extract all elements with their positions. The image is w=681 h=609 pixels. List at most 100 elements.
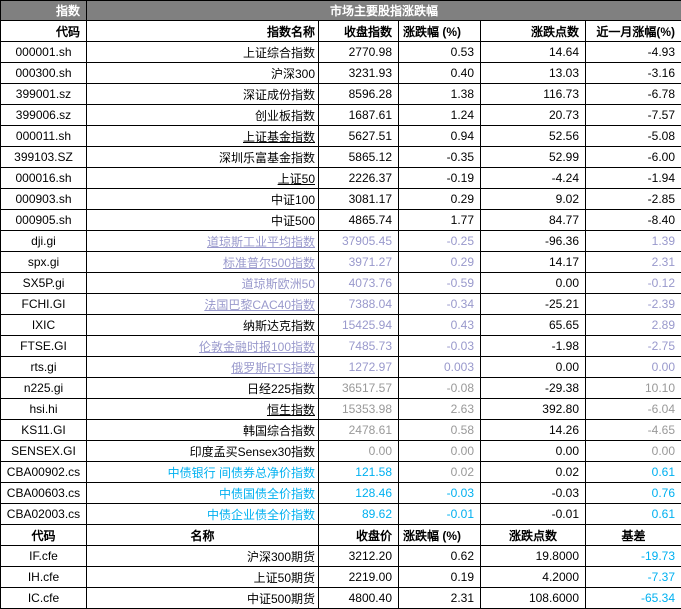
table-title: 市场主要股指涨跌幅 — [87, 1, 681, 21]
futures-col-header-basis: 基差 — [586, 525, 681, 546]
name-cell[interactable]: 上证50 — [87, 168, 319, 189]
change-points-cell: 116.73 — [481, 84, 586, 105]
change-points-cell: 0.00 — [481, 273, 586, 294]
name-cell: 深证成份指数 — [87, 84, 319, 105]
change-points-cell: 14.26 — [481, 420, 586, 441]
close-cell: 4800.40 — [319, 588, 399, 609]
month-pct-cell: -8.40 — [586, 210, 681, 231]
code-cell: n225.gi — [1, 378, 87, 399]
change-pct-cell: -0.35 — [399, 147, 481, 168]
close-cell: 3081.17 — [319, 189, 399, 210]
code-cell: hsi.hi — [1, 399, 87, 420]
month-pct-cell: -2.39 — [586, 294, 681, 315]
code-cell: rts.gi — [1, 357, 87, 378]
change-pct-cell: -0.03 — [399, 336, 481, 357]
change-pct-cell: -0.34 — [399, 294, 481, 315]
name-cell: 沪深300期货 — [87, 546, 319, 567]
change-pct-cell: 0.02 — [399, 462, 481, 483]
code-cell: 000300.sh — [1, 63, 87, 84]
close-cell: 3971.27 — [319, 252, 399, 273]
name-cell: 中证100 — [87, 189, 319, 210]
futures-column-header-row: 代码 名称 收盘价 涨跌幅 (%) 涨跌点数 基差 — [1, 525, 681, 546]
futures-col-header-close: 收盘价 — [319, 525, 399, 546]
close-cell: 15353.98 — [319, 399, 399, 420]
code-cell: IC.cfe — [1, 588, 87, 609]
change-points-cell: 0.00 — [481, 441, 586, 462]
close-cell: 36517.57 — [319, 378, 399, 399]
name-cell[interactable]: 中债企业债全价指数 — [87, 504, 319, 525]
index-column-header-row: 代码 指数名称 收盘指数 涨跌幅 (%) 涨跌点数 近一月涨幅(%) — [1, 21, 681, 42]
name-cell[interactable]: 俄罗斯RTS指数 — [87, 357, 319, 378]
close-cell: 3212.20 — [319, 546, 399, 567]
code-cell: FCHI.GI — [1, 294, 87, 315]
code-cell: CBA02003.cs — [1, 504, 87, 525]
change-points-cell: 392.80 — [481, 399, 586, 420]
change-points-cell: 84.77 — [481, 210, 586, 231]
futures-col-header-code: 代码 — [1, 525, 87, 546]
change-points-cell: 19.8000 — [481, 546, 586, 567]
change-points-cell: 52.56 — [481, 126, 586, 147]
month-pct-cell: 0.00 — [586, 441, 681, 462]
change-pct-cell: -0.59 — [399, 273, 481, 294]
name-cell[interactable]: 上证基金指数 — [87, 126, 319, 147]
futures-header-section: 代码 名称 收盘价 涨跌幅 (%) 涨跌点数 基差 — [1, 525, 681, 546]
month-pct-cell: 2.89 — [586, 315, 681, 336]
change-points-cell: 4.2000 — [481, 567, 586, 588]
month-pct-cell: -2.75 — [586, 336, 681, 357]
change-pct-cell: 0.29 — [399, 252, 481, 273]
corner-label: 指数 — [1, 1, 87, 21]
close-cell: 2219.00 — [319, 567, 399, 588]
change-points-cell: 0.02 — [481, 462, 586, 483]
month-pct-cell: -4.65 — [586, 420, 681, 441]
name-cell[interactable]: 法国巴黎CAC40指数 — [87, 294, 319, 315]
close-cell: 128.46 — [319, 483, 399, 504]
change-pct-cell: 2.31 — [399, 588, 481, 609]
code-cell: KS11.GI — [1, 420, 87, 441]
change-pct-cell: -0.19 — [399, 168, 481, 189]
code-cell: 000903.sh — [1, 189, 87, 210]
name-cell[interactable]: 标准普尔500指数 — [87, 252, 319, 273]
code-cell: 000001.sh — [1, 42, 87, 63]
name-cell: 中证500期货 — [87, 588, 319, 609]
change-points-cell: 0.00 — [481, 357, 586, 378]
month-pct-cell: 0.76 — [586, 483, 681, 504]
month-pct-cell: -3.16 — [586, 63, 681, 84]
col-header-change-points: 涨跌点数 — [481, 21, 586, 42]
month-pct-cell: -19.73 — [586, 546, 681, 567]
close-cell: 2226.37 — [319, 168, 399, 189]
code-cell: IXIC — [1, 315, 87, 336]
name-cell[interactable]: 中债银行 间债券总净价指数 — [87, 462, 319, 483]
code-cell: 399006.sz — [1, 105, 87, 126]
change-pct-cell: 1.24 — [399, 105, 481, 126]
name-cell[interactable]: 道琼斯工业平均指数 — [87, 231, 319, 252]
change-pct-cell: -0.01 — [399, 504, 481, 525]
month-pct-cell: 0.61 — [586, 462, 681, 483]
change-points-cell: 14.64 — [481, 42, 586, 63]
month-pct-cell: 1.39 — [586, 231, 681, 252]
close-cell: 2770.98 — [319, 42, 399, 63]
name-cell: 印度孟买Sensex30指数 — [87, 441, 319, 462]
code-cell: 399001.sz — [1, 84, 87, 105]
name-cell[interactable]: 道琼斯欧洲50 — [87, 273, 319, 294]
name-cell: 创业板指数 — [87, 105, 319, 126]
change-points-cell: 14.17 — [481, 252, 586, 273]
name-cell: 沪深300 — [87, 63, 319, 84]
change-pct-cell: 1.77 — [399, 210, 481, 231]
name-cell[interactable]: 伦敦金融时报100指数 — [87, 336, 319, 357]
change-points-cell: 52.99 — [481, 147, 586, 168]
close-cell: 89.62 — [319, 504, 399, 525]
code-cell: 000905.sh — [1, 210, 87, 231]
close-cell: 5865.12 — [319, 147, 399, 168]
name-cell[interactable]: 恒生指数 — [87, 399, 319, 420]
change-points-cell: 9.02 — [481, 189, 586, 210]
close-cell: 4865.74 — [319, 210, 399, 231]
name-cell[interactable]: 中债国债全价指数 — [87, 483, 319, 504]
